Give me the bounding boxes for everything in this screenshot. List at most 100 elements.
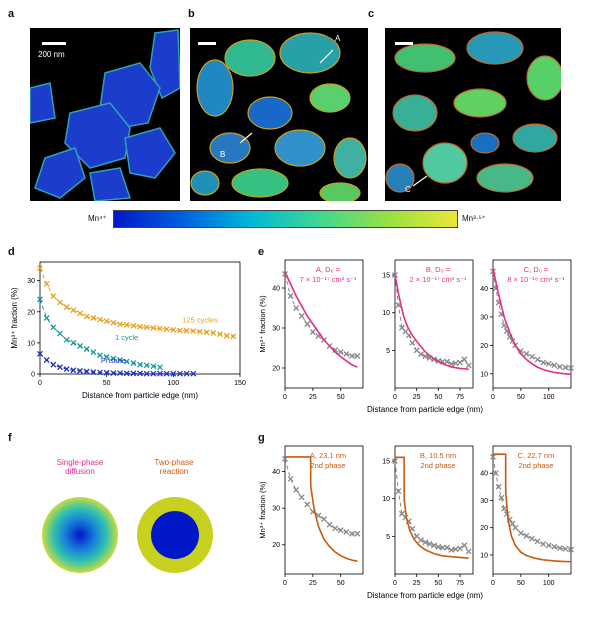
- e1-ytick-label: 40: [272, 286, 280, 293]
- panel-label-c: c: [368, 8, 375, 20]
- e3-data-point: [556, 363, 563, 370]
- micrograph-b: [190, 28, 368, 201]
- d-series-point: [50, 293, 57, 300]
- g3-data-point: [562, 545, 569, 552]
- e3-xtick-label: 0: [491, 394, 495, 401]
- g2-data-point: [395, 488, 402, 495]
- g3-data-point: [512, 524, 519, 531]
- g1-annotation: 2nd phase: [310, 461, 345, 470]
- g3-data-point: [517, 530, 524, 537]
- e2-data-point: [418, 351, 424, 358]
- d-series-point: [130, 360, 137, 367]
- d-series-line: [39, 268, 234, 337]
- e3-data-point: [534, 356, 541, 363]
- e3-frame: [492, 259, 572, 389]
- g3-data-point: [509, 520, 516, 527]
- g2-data-point: [422, 539, 429, 546]
- chart-d: 0 50 100 150 0 10 20 30 125 cycles 1 cycle Pristin…: [10, 261, 246, 400]
- d-series-point: [83, 313, 90, 320]
- d-series-point: [37, 350, 43, 357]
- g2-data-point: [431, 542, 437, 549]
- panel-label-d: d: [8, 246, 15, 258]
- e2-ytick-label: 10: [382, 310, 390, 317]
- e2-data-line: [394, 275, 470, 366]
- d-series-point: [210, 329, 217, 336]
- d-series-point: [77, 367, 83, 374]
- g3-annotation: C, 22.7 nm: [518, 451, 555, 460]
- g3-data-point: [568, 546, 574, 553]
- d-series-label: 125 cycles: [182, 316, 218, 325]
- d-series-point: [177, 327, 183, 334]
- d-series-point: [217, 331, 223, 338]
- d-series-point: [43, 357, 50, 363]
- e3-data-point: [529, 353, 535, 360]
- marker-b: B: [220, 150, 226, 159]
- d-series-point: [150, 363, 157, 370]
- g1-data-point: [326, 521, 333, 528]
- d-series-point: [137, 361, 143, 368]
- d-series-point: [183, 370, 190, 377]
- d-series-point: [77, 310, 83, 317]
- g1-data-point: [287, 475, 294, 482]
- d-series-point: [130, 370, 137, 377]
- e1-xtick-label: 50: [337, 394, 345, 401]
- d-series-point: [163, 326, 170, 333]
- d-series-point: [190, 328, 197, 335]
- g2-annotation: 2nd phase: [420, 461, 455, 470]
- d-xtick-label: 50: [103, 380, 111, 387]
- g3-xtick-label: 0: [491, 580, 495, 587]
- e2-data-point: [457, 359, 463, 366]
- g3-data-point: [534, 538, 541, 545]
- g2-ytick-label: 5: [386, 534, 390, 541]
- g1-xtick-label: 25: [309, 580, 317, 587]
- colorbar-left-label: Mn⁴⁺: [88, 214, 107, 223]
- g3-ytick-label: 30: [480, 498, 488, 505]
- g1-ytick-label: 30: [272, 506, 280, 513]
- d-series-label: Pristine: [101, 356, 126, 365]
- e3-ytick-label: 20: [480, 343, 488, 350]
- d-series-point: [157, 364, 163, 371]
- g2-data-point: [439, 544, 446, 551]
- d-series-label: 1 cycle: [115, 333, 138, 342]
- d-series-point: [143, 370, 150, 377]
- g2-xtick-label: 50: [434, 580, 442, 587]
- e3-fit-line: [492, 268, 572, 376]
- g1-xtick-label: 0: [283, 580, 287, 587]
- g1-data-point: [321, 516, 327, 523]
- panel-label-b: b: [188, 8, 195, 20]
- e2-xtick-label: 75: [456, 394, 464, 401]
- d-series-point: [183, 327, 190, 334]
- d-series-point: [143, 362, 150, 369]
- e2-data-point: [461, 356, 468, 363]
- g2-data-line: [394, 461, 470, 552]
- g1-ytick-label: 20: [272, 542, 280, 549]
- d-series-point: [150, 370, 157, 377]
- g1-data-point: [354, 530, 361, 537]
- g1-data-point: [304, 501, 311, 508]
- e3-ytick-label: 40: [480, 286, 488, 293]
- d-series-point: [117, 321, 123, 328]
- d-series-point: [123, 358, 130, 365]
- e1-xtick-label: 25: [309, 394, 317, 401]
- e3-ytick-label: 30: [480, 314, 488, 321]
- colorbar: [113, 210, 458, 228]
- panel-label-a: a: [8, 8, 15, 20]
- g-ylabel: Mn³⁺ fraction (%): [258, 481, 267, 539]
- d-series-point: [70, 367, 77, 374]
- e2-annotation: B, D₀ =: [426, 265, 451, 274]
- d-series-point: [230, 333, 237, 340]
- d-series-point: [77, 343, 83, 349]
- d-series-point: [117, 357, 123, 363]
- e1-data-point: [337, 349, 344, 355]
- g3-data-point: [501, 505, 508, 512]
- e2-data-point: [444, 358, 450, 365]
- e1-data-point: [332, 347, 339, 353]
- d-series-point: [103, 353, 110, 360]
- micrograph-c: [385, 28, 561, 201]
- d-series-point: [130, 322, 137, 329]
- g1-fit-line: [285, 456, 358, 562]
- e1-frame: [284, 259, 364, 389]
- d-series-point: [43, 280, 50, 287]
- marker-a: A: [335, 34, 341, 43]
- e1-annotation: 7 × 10⁻¹⁷ cm² s⁻¹: [299, 275, 357, 284]
